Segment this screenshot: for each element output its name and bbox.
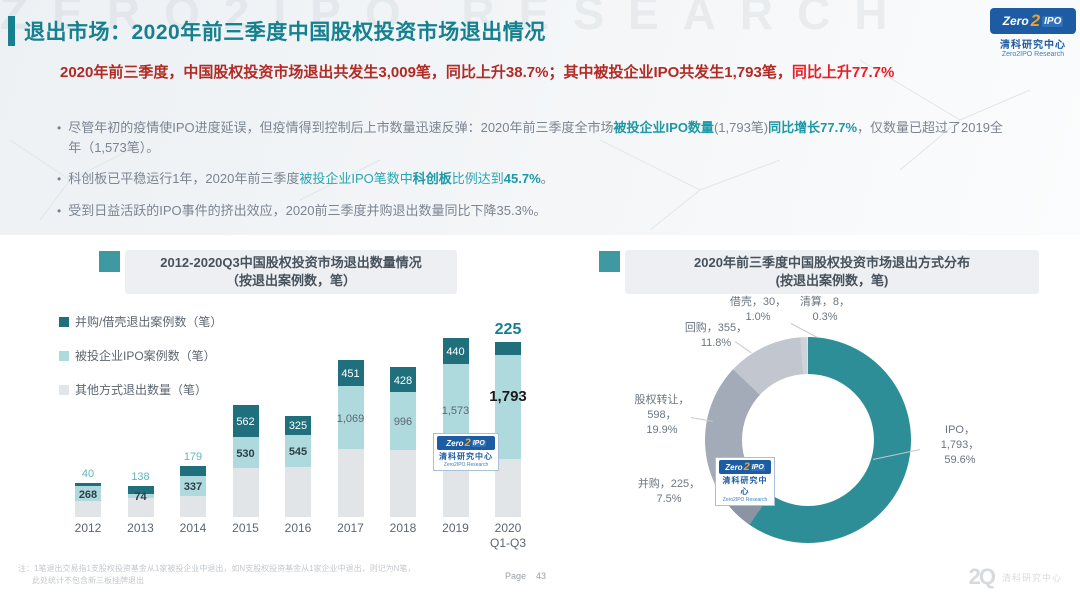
blueprint-sketch-decoration xyxy=(9,59,1031,231)
donut-chart-title: 2020年前三季度中国股权投资市场退出方式分布 (按退出案例数，笔) xyxy=(625,250,1039,295)
ipo-value-label: 545 xyxy=(288,445,308,458)
legend-item: 并购/借壳退出案例数（笔） xyxy=(59,313,222,330)
legend-marker-icon xyxy=(59,316,69,327)
x-axis-label: 2016 xyxy=(284,521,312,535)
bar-2017 xyxy=(337,360,364,517)
bar-plot-area: 40 268 2012 138 74 2013 179 337 2014 562 530 2015 32… xyxy=(55,305,567,550)
x-axis-label: 2019 xyxy=(442,521,469,535)
bullet-dot: • xyxy=(57,203,62,218)
slice-label-jieke: 借壳，30， 1.0% xyxy=(729,296,787,323)
ipo-value-label: 530 xyxy=(236,447,255,460)
bar-chart-panel: 2012-2020Q3中国股权投资市场退出数量情况 （按退出案例数，笔） 并购/… xyxy=(55,245,570,580)
ipo-value-label: 1,069 xyxy=(336,412,365,425)
key-summary-text: 2020年前三季度，中国股权投资市场退出共发生3,009笔，同比上升38.7%；… xyxy=(60,64,895,81)
ipo-value-label: 268 xyxy=(78,488,98,501)
ipo-value-label: 337 xyxy=(183,480,203,493)
zero2ipo-watermark-logo: Zero 2 IPO 清科研究中心 Zero2IPO Research xyxy=(433,433,499,471)
x-axis-label: 2017 xyxy=(337,521,364,535)
bullet-item: • 科创板已平稳运行1年，2020年前三季度被投企业IPO笔数中科创板比例达到45… xyxy=(57,169,1012,189)
ipo-value-label: 996 xyxy=(393,416,413,429)
mna-value-label: 225 xyxy=(494,320,522,338)
page-title: 退出市场：2020年前三季度中国股权投资市场退出情况 xyxy=(24,21,546,44)
logo-ipo-text: IPO xyxy=(1042,15,1064,27)
zero2ipo-watermark-logo: Zero 2 IPO 清科研究中心 Zero2IPO Research xyxy=(715,457,775,506)
background-watermark-text: ZERO2IPO RESEARCH xyxy=(0,0,912,39)
zero2ipo-logo: Zero 2 IPO 清科研究中心 Zero2IPO Research xyxy=(990,8,1076,58)
logo-zero-text: Zero xyxy=(1002,14,1029,28)
mna-value-label: 179 xyxy=(183,450,203,463)
bar-2012 xyxy=(75,483,101,517)
leader-line xyxy=(790,323,818,339)
donut-chart xyxy=(705,337,911,543)
legend-item: 被投企业IPO案例数（笔） xyxy=(59,347,222,364)
mna-value-label: 451 xyxy=(341,368,360,381)
x-axis-label: 2014 xyxy=(179,521,207,535)
bullet-item: • 受到日益活跃的IPO事件的挤出效应，2020前三季度并购退出数量同比下降35.… xyxy=(57,201,1012,221)
x-axis-label: 2018 xyxy=(389,521,417,535)
bullet-list: • 尽管年初的疫情使IPO进度延误，但疫情得到控制后上市数量迅速反弹：2020年前… xyxy=(57,118,1012,232)
slice-label-huigou: 回购，355， 11.8% xyxy=(684,322,748,349)
slice-label-guquanzhuanrang: 股权转让， 598， 19.9% xyxy=(634,394,690,436)
x-axis-label: 2013 xyxy=(127,521,154,535)
watermark-glyph: 2Q xyxy=(968,564,996,589)
bottom-right-watermark: 2Q 清科研究中心 xyxy=(969,564,1062,590)
bar-chart-legend: 并购/借壳退出案例数（笔） 被投企业IPO案例数（笔） 其他方式退出数量（笔） xyxy=(59,313,222,415)
x-axis-label: 2012 xyxy=(74,521,102,535)
slice-label-ipo: IPO， 1,793， 59.6% xyxy=(940,424,980,466)
bullet-item: • 尽管年初的疫情使IPO进度延误，但疫情得到控制后上市数量迅速反弹：2020年前… xyxy=(57,118,1012,158)
bar-2018 xyxy=(390,367,416,517)
chart-title-square-icon xyxy=(99,251,120,272)
bar-2016 xyxy=(285,416,311,517)
mna-value-label: 325 xyxy=(288,420,308,433)
slice-label-qingsuan: 清算，8， 0.3% xyxy=(799,296,851,323)
ipo-value-label: 1,573 xyxy=(441,404,470,417)
legend-item: 其他方式退出数量（笔） xyxy=(59,381,222,398)
mna-value-label: 138 xyxy=(131,471,150,484)
x-axis-label: 2015 xyxy=(232,521,259,535)
bar-2019 xyxy=(442,338,469,517)
watermark-text: 清科研究中心 xyxy=(1001,572,1062,583)
logo-chinese-name: 清科研究中心 xyxy=(1000,40,1066,51)
bar-2014 xyxy=(180,465,206,517)
logo-2-swoosh: 2 xyxy=(1030,11,1041,30)
bullet-dot: • xyxy=(57,121,62,135)
title-row: 退出市场：2020年前三季度中国股权投资市场退出情况 xyxy=(8,16,546,46)
logo-english-name: Zero2IPO Research xyxy=(1001,51,1065,58)
ipo-value-label: 74 xyxy=(134,491,147,504)
legend-marker-icon xyxy=(59,350,69,361)
chart-title-square-icon xyxy=(599,251,620,272)
mna-value-label: 562 xyxy=(236,415,255,428)
bar-2013 xyxy=(127,486,154,517)
x-axis-label: 2020 Q1-Q3 xyxy=(489,521,526,550)
zero2ipo-logo-mark: Zero 2 IPO xyxy=(990,8,1076,34)
title-accent-bar xyxy=(8,16,15,46)
mna-value-label: 440 xyxy=(446,346,465,359)
page-number: Page 43 xyxy=(505,571,547,581)
bar-2015 xyxy=(232,404,259,517)
bar-chart-title: 2012-2020Q3中国股权投资市场退出数量情况 （按退出案例数，笔） xyxy=(125,250,457,295)
header-background xyxy=(0,0,1080,235)
footnote: 注：1笔退出交易指1支股权投资基金从1家被投企业中退出，如N支股权投资基金从1家… xyxy=(18,564,416,585)
mna-value-label: 40 xyxy=(81,468,95,481)
bullet-dot: • xyxy=(57,172,62,187)
legend-marker-icon xyxy=(59,384,69,395)
bar-2020 Q1-Q3 xyxy=(495,341,521,517)
slice-label-binggou: 并购，225， 7.5% xyxy=(637,478,701,505)
mna-value-label: 428 xyxy=(393,374,413,387)
ipo-value-label: 1,793 xyxy=(489,388,527,406)
donut-chart-panel: 2020年前三季度中国股权投资市场退出方式分布 (按退出案例数，笔) 借壳，30… xyxy=(585,245,1080,580)
